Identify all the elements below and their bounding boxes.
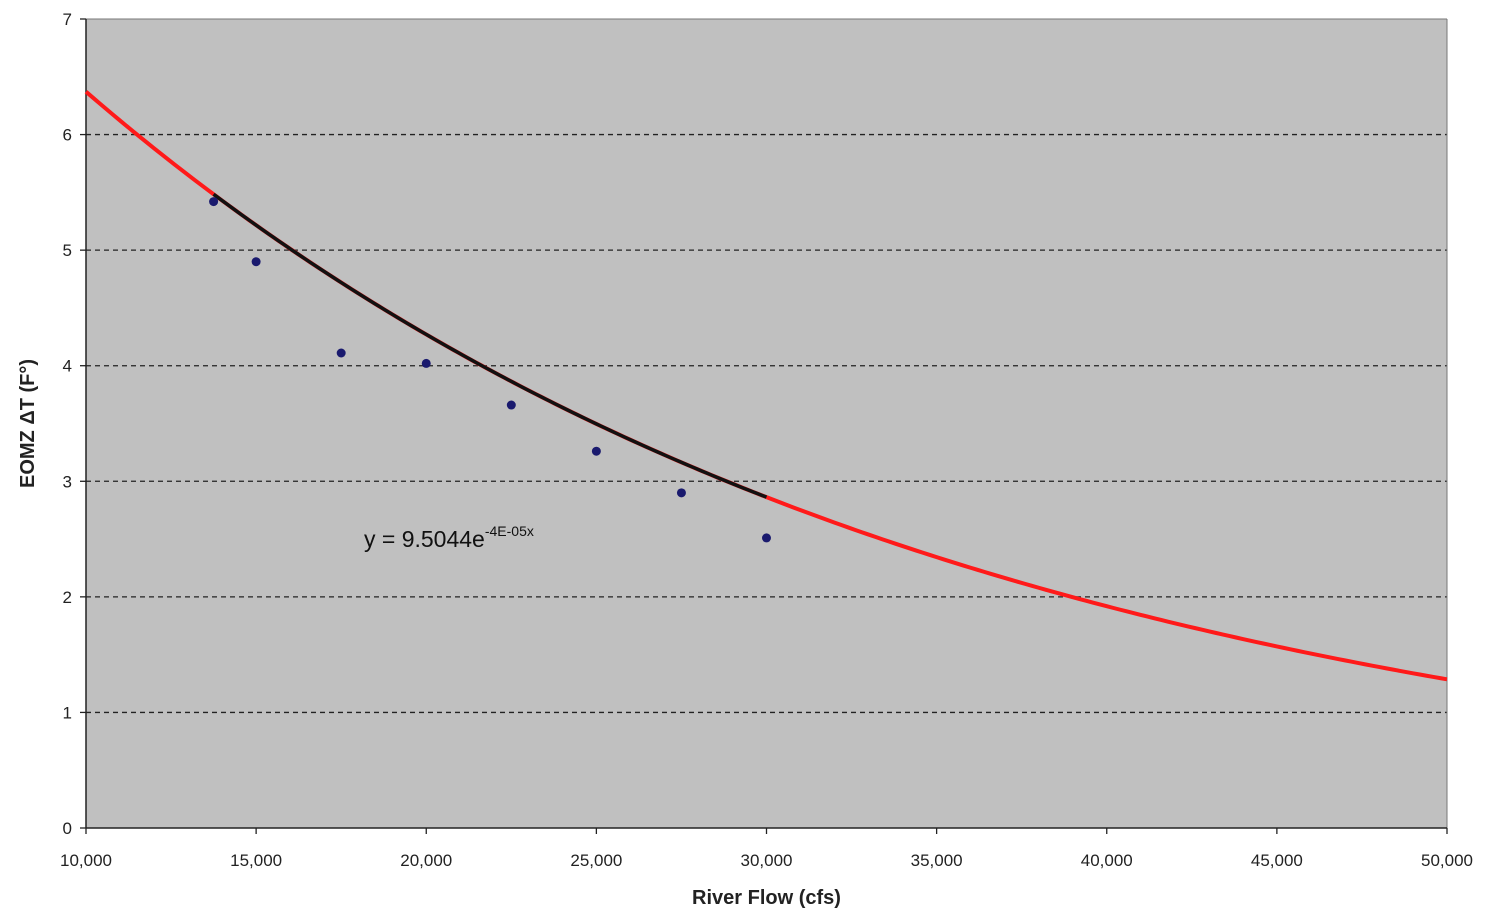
trendline-equation: y = 9.5044e-4E-05x — [364, 523, 534, 552]
data-point — [209, 197, 219, 207]
y-tick-label: 3 — [63, 472, 72, 491]
x-tick-label: 25,000 — [570, 851, 622, 870]
x-axis-title: River Flow (cfs) — [692, 887, 841, 909]
y-tick-label: 2 — [63, 588, 72, 607]
gridlines — [86, 18, 1448, 828]
x-tick-label: 50,000 — [1421, 851, 1473, 870]
data-point — [421, 358, 431, 368]
axes — [80, 18, 1448, 834]
x-tick-label: 30,000 — [741, 851, 793, 870]
x-tick-label: 15,000 — [230, 851, 282, 870]
x-tick-label: 35,000 — [911, 851, 963, 870]
y-axis-title: EOMZ ΔT (F°) — [17, 359, 39, 488]
data-point — [591, 446, 601, 456]
data-point — [251, 257, 261, 267]
x-tick-label: 45,000 — [1251, 851, 1303, 870]
data-point — [506, 400, 516, 410]
x-tick-labels: 10,000 15,000 20,000 25,000 30,000 35,000 40,0… — [60, 851, 1473, 870]
equation-exponent: -4E-05x — [485, 523, 534, 539]
data-point — [762, 533, 771, 543]
plot-area — [86, 19, 1447, 828]
y-tick-labels: 0 1 2 3 4 5 6 7 — [63, 10, 72, 838]
y-tick-label: 0 — [63, 819, 72, 838]
y-tick-label: 7 — [63, 10, 72, 29]
x-tick-label: 10,000 — [60, 851, 112, 870]
y-tick-label: 1 — [63, 703, 72, 722]
x-tick-label: 40,000 — [1081, 851, 1133, 870]
y-tick-label: 6 — [63, 126, 72, 145]
x-tick-label: 20,000 — [400, 851, 452, 870]
trendline-curve — [212, 192, 768, 499]
series — [84, 90, 1448, 682]
data-point — [676, 488, 686, 498]
y-tick-label: 5 — [63, 241, 72, 260]
equation-base: y = 9.5044e — [364, 526, 485, 552]
y-tick-label: 4 — [63, 357, 72, 376]
data-point — [336, 348, 346, 358]
